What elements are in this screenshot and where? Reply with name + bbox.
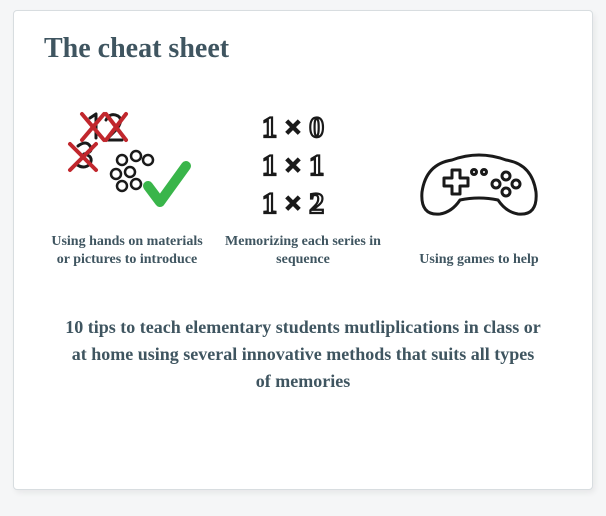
svg-text:1 × 1: 1 × 1: [262, 149, 324, 182]
tip-games: Using games to help: [396, 123, 562, 269]
svg-text:1 × 2: 1 × 2: [262, 187, 324, 220]
page-title: The cheat sheet: [44, 33, 562, 65]
tip-caption: Memorizing each series in sequence: [220, 233, 386, 269]
tip-hands-on: Using hands on materials or pictures to …: [44, 105, 210, 269]
tip-caption: Using games to help: [419, 251, 538, 269]
gamepad-icon: [414, 123, 544, 243]
summary-text: 10 tips to teach elementary students mut…: [44, 314, 562, 395]
cheat-sheet-card: The cheat sheet: [13, 10, 593, 490]
hands-on-icon: [60, 105, 195, 225]
tip-caption: Using hands on materials or pictures to …: [44, 233, 210, 269]
series-icon: 1 × 0 1 × 1 1 × 2: [248, 105, 358, 225]
tip-series: 1 × 0 1 × 1 1 × 2 Memorizing each series…: [220, 105, 386, 269]
tips-row: Using hands on materials or pictures to …: [44, 105, 562, 269]
svg-text:1 × 0: 1 × 0: [262, 111, 324, 144]
